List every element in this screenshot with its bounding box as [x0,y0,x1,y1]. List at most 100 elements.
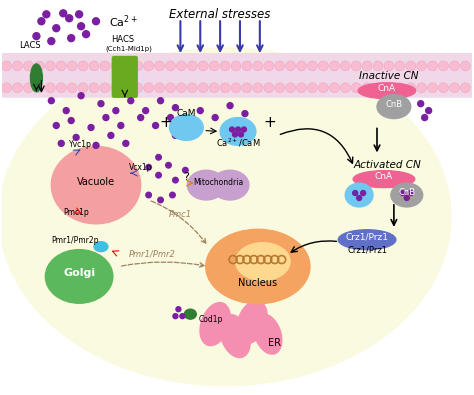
Circle shape [48,98,55,103]
Circle shape [264,83,274,93]
Circle shape [460,61,470,71]
Circle shape [56,83,66,93]
Circle shape [351,83,361,93]
Text: Cod1p: Cod1p [198,315,223,324]
Circle shape [76,11,82,18]
Circle shape [89,61,99,71]
Circle shape [197,107,203,114]
Ellipse shape [170,115,203,140]
Circle shape [128,98,134,103]
Text: Pmr1/Pmr2p: Pmr1/Pmr2p [51,236,99,245]
Text: CaM: CaM [177,109,196,118]
Ellipse shape [220,118,256,145]
Circle shape [198,61,208,71]
Circle shape [428,61,438,71]
Circle shape [13,83,23,93]
Circle shape [53,25,60,32]
Circle shape [241,127,246,132]
Circle shape [426,107,432,114]
Text: Vcx1p: Vcx1p [129,163,152,172]
Ellipse shape [184,309,196,319]
FancyArrowPatch shape [280,129,353,163]
Circle shape [253,83,263,93]
Circle shape [123,140,129,147]
Circle shape [395,83,405,93]
Circle shape [24,83,34,93]
Ellipse shape [254,314,282,354]
Circle shape [122,61,132,71]
Ellipse shape [206,229,310,304]
Circle shape [46,83,55,93]
Circle shape [229,127,235,132]
Text: ER: ER [268,338,281,348]
Circle shape [176,83,186,93]
Circle shape [231,83,241,93]
Circle shape [418,101,424,107]
Circle shape [92,18,100,25]
Circle shape [286,61,296,71]
Circle shape [373,61,383,71]
Circle shape [308,61,318,71]
FancyBboxPatch shape [0,53,474,98]
Circle shape [438,83,448,93]
Ellipse shape [391,183,423,207]
Text: Ca$^{2+}$: Ca$^{2+}$ [109,13,137,30]
Circle shape [67,61,77,71]
Circle shape [111,83,121,93]
Text: Pmc1: Pmc1 [168,210,191,219]
Circle shape [242,111,248,117]
Circle shape [103,115,109,120]
Circle shape [353,190,358,196]
Ellipse shape [94,242,108,252]
Text: +: + [159,115,172,130]
Circle shape [187,83,197,93]
Circle shape [406,83,416,93]
Circle shape [122,83,132,93]
Circle shape [13,61,23,71]
Circle shape [2,61,11,71]
Circle shape [98,101,104,107]
Circle shape [63,107,69,114]
Circle shape [113,107,119,114]
Circle shape [227,103,233,109]
Circle shape [138,115,144,120]
Circle shape [182,120,188,126]
FancyBboxPatch shape [112,56,125,97]
Circle shape [362,61,372,71]
Circle shape [165,61,175,71]
Ellipse shape [345,183,373,207]
Ellipse shape [237,301,267,344]
Circle shape [362,83,372,93]
Circle shape [82,31,90,38]
Circle shape [43,11,50,18]
Ellipse shape [377,95,411,118]
Circle shape [417,83,427,93]
Circle shape [329,83,339,93]
Circle shape [166,162,171,168]
Circle shape [297,61,307,71]
Circle shape [170,192,175,198]
Circle shape [146,164,151,170]
Circle shape [35,83,45,93]
Circle shape [108,132,114,138]
Circle shape [308,83,318,93]
Text: Vacuole: Vacuole [77,177,115,187]
Circle shape [111,61,121,71]
Circle shape [438,61,448,71]
Circle shape [143,107,149,114]
Ellipse shape [200,303,230,346]
Text: +: + [264,115,276,130]
Circle shape [264,61,274,71]
Circle shape [220,83,230,93]
Circle shape [68,35,74,41]
Circle shape [173,132,178,138]
Circle shape [33,33,40,40]
Circle shape [53,122,59,128]
Circle shape [173,105,178,111]
Circle shape [68,118,74,124]
Ellipse shape [187,170,225,200]
Circle shape [428,83,438,93]
Circle shape [73,134,79,140]
Circle shape [153,122,159,128]
Circle shape [319,61,328,71]
